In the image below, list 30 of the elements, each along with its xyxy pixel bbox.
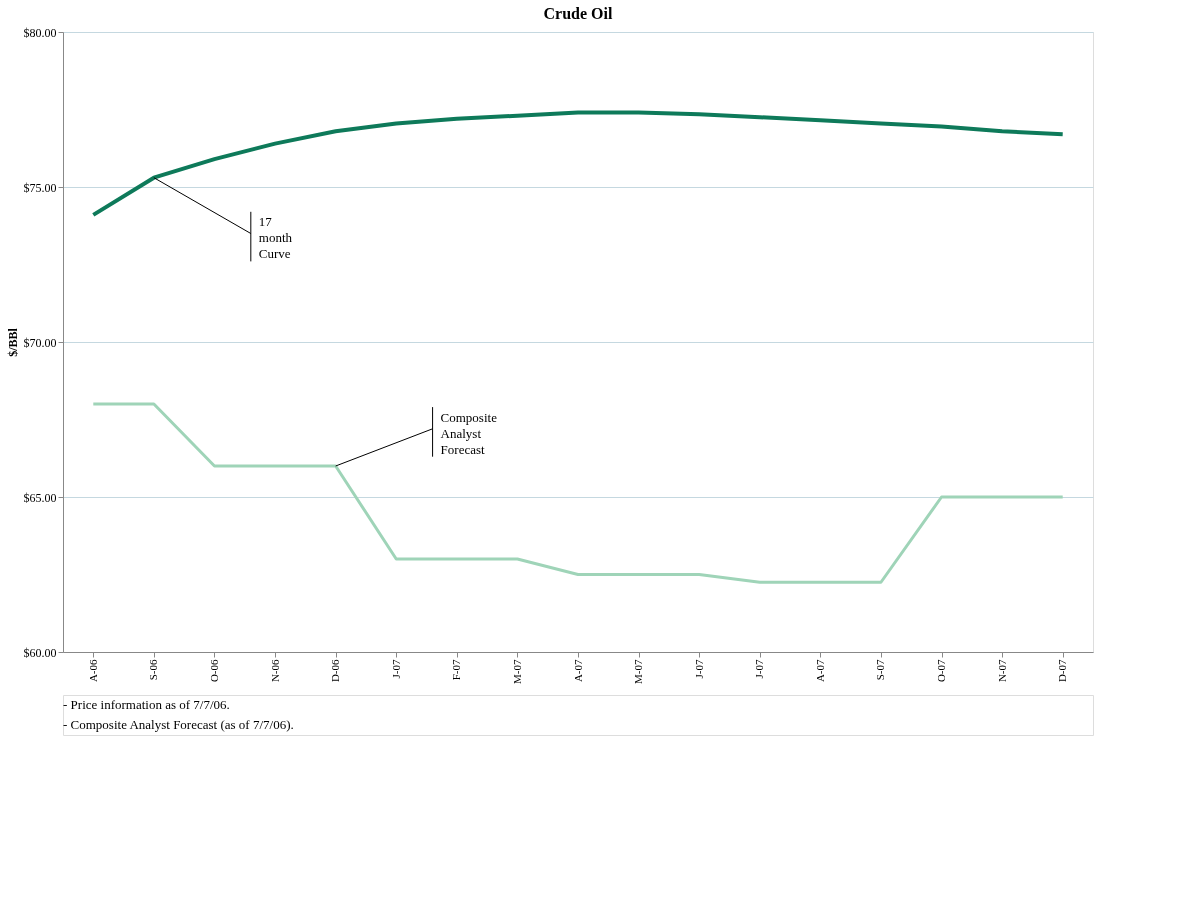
y-tick-label: $60.00 xyxy=(23,645,57,660)
x-tick-label: A-06 xyxy=(86,659,99,683)
x-tick-label: N-07 xyxy=(995,659,1008,683)
x-tick-label: S-06 xyxy=(147,659,160,681)
line-series xyxy=(91,402,1065,584)
x-tick-label: A-07 xyxy=(571,659,584,683)
x-tick-label: J-07 xyxy=(753,659,766,679)
annotation: 17 month Curve xyxy=(258,214,293,262)
chart-title: Crude Oil xyxy=(543,5,613,22)
y-tick-label: $65.00 xyxy=(23,490,57,505)
x-tick-label: O-06 xyxy=(207,659,220,683)
x-tick-label: O-07 xyxy=(935,659,948,683)
x-tick-label: A-07 xyxy=(813,659,826,683)
annotation: Composite Analyst Forecast xyxy=(440,409,498,457)
x-tick-label: J-07 xyxy=(692,659,705,679)
x-tick-label: F-07 xyxy=(450,659,463,681)
x-tick-label: N-06 xyxy=(268,659,281,683)
x-tick-label: M-07 xyxy=(510,659,523,684)
text: - Composite Analyst Forecast (as of 7/7/06). xyxy=(63,717,294,732)
x-tick-label: D-06 xyxy=(329,659,342,683)
y-tick-label: $75.00 xyxy=(23,180,57,195)
x-tick-label: J-07 xyxy=(389,659,402,679)
y-axis-title: $/BBl xyxy=(5,327,20,357)
text: - Price information as of 7/7/06. xyxy=(63,697,230,712)
x-tick-label: S-07 xyxy=(874,659,887,681)
y-tick-label: $70.00 xyxy=(23,335,57,350)
x-tick-label: M-07 xyxy=(632,659,645,684)
y-tick-label: $80.00 xyxy=(23,25,57,40)
x-tick-label: D-07 xyxy=(1056,659,1069,683)
line-series xyxy=(91,110,1065,217)
